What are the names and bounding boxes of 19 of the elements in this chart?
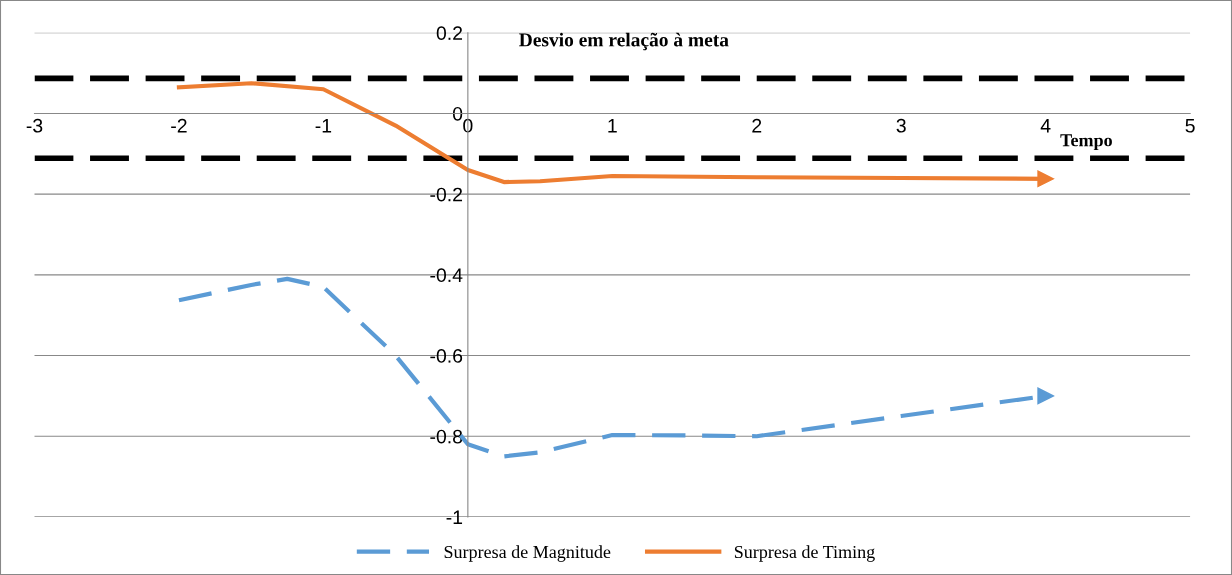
- y-tick-label: -0.2: [430, 187, 463, 202]
- x-tick-label: 4: [1040, 119, 1051, 133]
- x-tick-label: 0: [463, 118, 473, 133]
- x-tick-label: 3: [896, 118, 906, 133]
- x-tick-label: -3: [26, 118, 43, 133]
- x-tick-label: -1: [315, 119, 332, 133]
- x-axis-title: Tempo: [1060, 134, 1112, 151]
- legend-label: Surpresa de Timing: [734, 545, 875, 562]
- x-tick-label: 5: [1185, 119, 1195, 133]
- x-tick-label: 2: [752, 118, 762, 133]
- y-tick-label: -0.6: [430, 349, 463, 363]
- y-tick-label: -0.8: [430, 429, 463, 444]
- x-tick-label: -2: [171, 118, 187, 133]
- y-tick-label: -0.4: [430, 268, 463, 283]
- y-tick-label: 0.2: [436, 26, 463, 41]
- legend-label: Surpresa de Magnitude: [444, 545, 611, 562]
- x-tick-label: 1: [608, 119, 617, 133]
- y-axis-title: Desvio em relação à meta: [519, 32, 729, 51]
- y-tick-label: -1: [446, 510, 463, 524]
